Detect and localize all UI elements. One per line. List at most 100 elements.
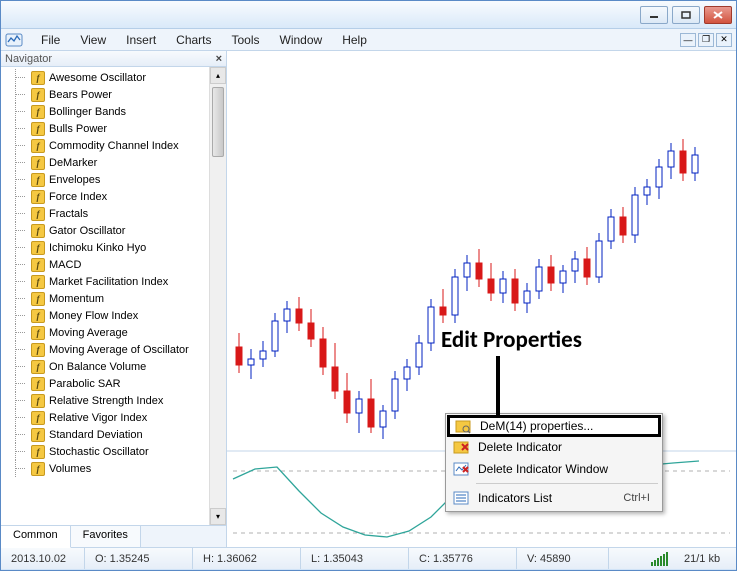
delete-icon xyxy=(452,438,470,456)
titlebar xyxy=(1,1,736,29)
indicator-item[interactable]: fEnvelopes xyxy=(1,171,226,188)
menu-charts[interactable]: Charts xyxy=(166,31,221,49)
function-icon: f xyxy=(31,258,45,272)
indicator-label: Parabolic SAR xyxy=(49,378,121,390)
scroll-thumb[interactable] xyxy=(212,87,224,157)
indicator-label: Force Index xyxy=(49,191,107,203)
minimize-button[interactable] xyxy=(640,6,668,24)
tab-common[interactable]: Common xyxy=(1,526,71,548)
indicator-item[interactable]: fMoney Flow Index xyxy=(1,307,226,324)
indicator-item[interactable]: fBollinger Bands xyxy=(1,103,226,120)
indicator-label: Bears Power xyxy=(49,89,112,101)
navigator-panel: Navigator × f Awesome Oscillator f Bears Po… xyxy=(1,51,227,547)
ctx-indicators-list-label: Indicators List xyxy=(478,491,552,505)
navigator-title: Navigator xyxy=(5,53,52,65)
function-icon: f xyxy=(31,190,45,204)
ctx-shortcut: Ctrl+I xyxy=(623,492,650,504)
function-icon: f xyxy=(31,309,45,323)
indicator-item[interactable]: fFractals xyxy=(1,205,226,222)
mdi-minimize-button[interactable]: — xyxy=(680,33,696,47)
indicator-label: Momentum xyxy=(49,293,104,305)
ctx-indicators-list[interactable]: Indicators List Ctrl+I xyxy=(448,487,660,509)
menubar: FileViewInsertChartsToolsWindowHelp — ❐ … xyxy=(1,29,736,51)
function-icon: f xyxy=(31,71,45,85)
indicator-item[interactable]: f MACD xyxy=(1,256,226,273)
indicator-item[interactable]: f Awesome Oscillator xyxy=(1,69,226,86)
indicator-item[interactable]: fRelative Strength Index xyxy=(1,392,226,409)
indicator-label: Bollinger Bands xyxy=(49,106,126,118)
maximize-button[interactable] xyxy=(672,6,700,24)
indicator-item[interactable]: fStochastic Oscillator xyxy=(1,443,226,460)
ctx-delete-indicator-label: Delete Indicator xyxy=(478,440,562,454)
function-icon: f xyxy=(31,445,45,459)
indicator-item[interactable]: fMarket Facilitation Index xyxy=(1,273,226,290)
status-close: C: 1.35776 xyxy=(409,548,517,569)
indicator-item[interactable]: fBulls Power xyxy=(1,120,226,137)
indicator-item[interactable]: fGator Oscillator xyxy=(1,222,226,239)
indicator-item[interactable]: fOn Balance Volume xyxy=(1,358,226,375)
mdi-restore-button[interactable]: ❐ xyxy=(698,33,714,47)
close-button[interactable] xyxy=(704,6,732,24)
indicator-item[interactable]: f Bears Power xyxy=(1,86,226,103)
menu-help[interactable]: Help xyxy=(332,31,377,49)
annotation: Edit Properties xyxy=(441,326,582,354)
navigator-close-icon[interactable]: × xyxy=(216,53,222,65)
function-icon: f xyxy=(31,173,45,187)
indicator-item[interactable]: fIchimoku Kinko Hyo xyxy=(1,239,226,256)
ctx-properties[interactable]: DeM(14) properties... xyxy=(447,415,661,437)
function-icon: f xyxy=(31,394,45,408)
scroll-down-button[interactable]: ▾ xyxy=(210,508,226,525)
mdi-close-button[interactable]: ✕ xyxy=(716,33,732,47)
tab-favorites[interactable]: Favorites xyxy=(71,526,141,547)
scroll-up-button[interactable]: ▴ xyxy=(210,67,226,84)
indicator-label: Bulls Power xyxy=(49,123,107,135)
menu-tools[interactable]: Tools xyxy=(222,31,270,49)
function-icon: f xyxy=(31,241,45,255)
app-window: FileViewInsertChartsToolsWindowHelp — ❐ … xyxy=(0,0,737,571)
statusbar: 2013.10.02 O: 1.35245 H: 1.36062 L: 1.35… xyxy=(1,547,736,569)
indicator-item[interactable]: fVolumes xyxy=(1,460,226,477)
ctx-separator xyxy=(476,483,658,484)
function-icon: f xyxy=(31,139,45,153)
ctx-properties-label: DeM(14) properties... xyxy=(480,419,593,433)
function-icon: f xyxy=(31,88,45,102)
function-icon: f xyxy=(31,207,45,221)
indicator-item[interactable]: f Momentum xyxy=(1,290,226,307)
navigator-scrollbar[interactable]: ▴ ▾ xyxy=(209,67,226,525)
connection-icon xyxy=(645,552,674,566)
indicator-item[interactable]: fMoving Average xyxy=(1,324,226,341)
indicator-item[interactable]: fStandard Deviation xyxy=(1,426,226,443)
annotation-pointer xyxy=(496,356,500,418)
status-high: H: 1.36062 xyxy=(193,548,301,569)
indicator-label: Awesome Oscillator xyxy=(49,72,146,84)
navigator-tree: fAwesome OscillatorfBears PowerfBollinge… xyxy=(1,67,226,525)
navigator-header: Navigator × xyxy=(1,51,226,67)
ctx-delete-window-label: Delete Indicator Window xyxy=(478,462,608,476)
indicator-label: Gator Oscillator xyxy=(49,225,125,237)
function-icon: f xyxy=(31,275,45,289)
ctx-delete-window[interactable]: Delete Indicator Window xyxy=(448,458,660,480)
function-icon: f xyxy=(31,377,45,391)
function-icon: f xyxy=(31,292,45,306)
indicator-item[interactable]: f Force Index xyxy=(1,188,226,205)
menu-window[interactable]: Window xyxy=(270,31,333,49)
status-volume: V: 45890 xyxy=(517,548,609,569)
menu-insert[interactable]: Insert xyxy=(116,31,166,49)
indicator-label: Volumes xyxy=(49,463,91,475)
indicator-label: Moving Average xyxy=(49,327,128,339)
indicator-item[interactable]: fDeMarker xyxy=(1,154,226,171)
indicator-label: Relative Vigor Index xyxy=(49,412,147,424)
ctx-delete-indicator[interactable]: Delete Indicator xyxy=(448,436,660,458)
annotation-label: Edit Properties xyxy=(441,326,582,354)
list-icon xyxy=(452,489,470,507)
indicator-item[interactable]: fMoving Average of Oscillator xyxy=(1,341,226,358)
indicator-item[interactable]: fCommodity Channel Index xyxy=(1,137,226,154)
menu-file[interactable]: File xyxy=(31,31,70,49)
status-low: L: 1.35043 xyxy=(301,548,409,569)
indicator-item[interactable]: fRelative Vigor Index xyxy=(1,409,226,426)
menu-view[interactable]: View xyxy=(70,31,116,49)
indicator-label: Standard Deviation xyxy=(49,429,143,441)
indicator-item[interactable]: f Parabolic SAR xyxy=(1,375,226,392)
indicator-label: MACD xyxy=(49,259,81,271)
indicator-label: Moving Average of Oscillator xyxy=(49,344,189,356)
